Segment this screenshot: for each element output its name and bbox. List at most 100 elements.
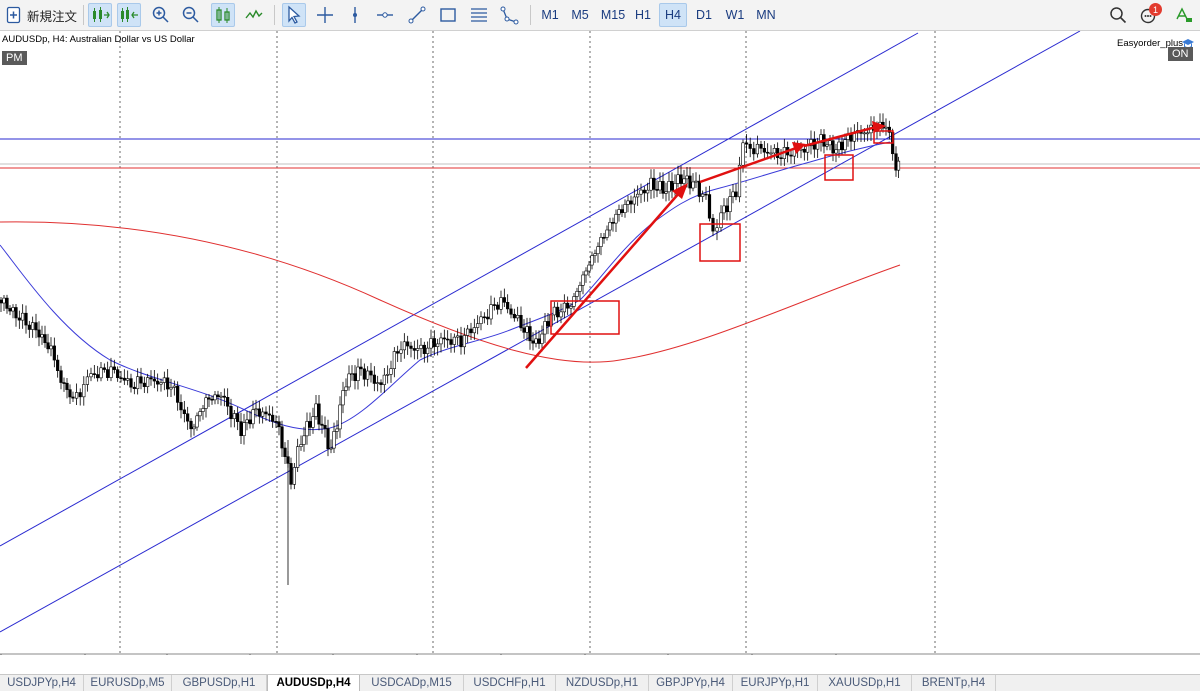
candle-body	[489, 304, 493, 320]
candle-body	[326, 428, 330, 449]
candle-body	[82, 384, 86, 398]
candle-body	[472, 327, 476, 334]
candle-body	[396, 351, 400, 354]
candle-body	[528, 326, 532, 342]
candle-body	[40, 334, 44, 338]
candle-body	[697, 180, 701, 197]
trend-channel[interactable]	[0, 31, 1081, 633]
candle-body	[556, 306, 560, 318]
shapes-button[interactable]	[497, 3, 521, 27]
notifications-button[interactable]	[1136, 3, 1160, 27]
candle-body	[741, 142, 745, 166]
trendline-button[interactable]	[405, 3, 429, 27]
candle-body	[442, 337, 446, 340]
candle-body	[274, 421, 278, 423]
candle-body	[772, 148, 776, 154]
fibonacci-button[interactable]	[467, 3, 491, 27]
annotation-box	[699, 223, 741, 262]
candle-body	[525, 326, 529, 333]
candle-body	[56, 359, 60, 371]
tab-nzdusd-h1[interactable]: NZDUSDp,H1	[556, 675, 649, 691]
candle-body	[469, 328, 473, 334]
timeframe-m15[interactable]: M15	[600, 8, 626, 22]
search-button[interactable]	[1106, 3, 1130, 27]
timeframe-w1[interactable]: W1	[725, 8, 745, 22]
user-annotations[interactable]	[525, 121, 894, 369]
candle-body	[452, 336, 456, 345]
candle-body	[176, 385, 180, 403]
candle-body	[476, 323, 480, 328]
timeframe-h1[interactable]: H1	[635, 8, 651, 22]
line-chart-button[interactable]	[242, 3, 266, 27]
candle-body	[222, 395, 226, 398]
annotation-arrowhead	[872, 121, 886, 133]
candlestick-chart-button[interactable]	[211, 3, 235, 27]
candle-body	[446, 338, 450, 341]
candle-body	[887, 126, 891, 133]
candle-body	[292, 467, 296, 485]
tab-audusd-h4[interactable]: AUDUSDp,H4	[267, 675, 360, 691]
candle-body	[226, 397, 230, 407]
tab-brent-h4[interactable]: BRENTp,H4	[912, 675, 996, 691]
candle-body	[192, 426, 196, 430]
candle-body	[245, 419, 249, 424]
timeframe-m5[interactable]: M5	[571, 8, 589, 22]
zoom-out-button[interactable]	[179, 3, 203, 27]
candle-body	[843, 139, 847, 151]
tab-eurusd-m5[interactable]: EURUSDp,M5	[84, 675, 172, 691]
horizontal-line-button[interactable]	[373, 3, 397, 27]
candle-body	[459, 335, 463, 348]
candle-body	[17, 317, 21, 321]
candle-body	[62, 382, 66, 384]
trading-level-button[interactable]	[1172, 3, 1196, 27]
new-order-button[interactable]: 新規注文	[6, 4, 77, 26]
candle-body	[198, 411, 202, 417]
candle-body	[24, 312, 28, 326]
candle-body	[27, 324, 31, 330]
crosshair-icon	[317, 7, 333, 23]
timeframe-m1[interactable]: M1	[541, 8, 559, 22]
line-chart-icon	[245, 9, 263, 19]
candle-body	[305, 421, 309, 437]
tab-gbpusd-h1[interactable]: GBPUSDp,H1	[172, 675, 267, 691]
candle-body	[722, 205, 726, 214]
candle-body	[540, 333, 544, 344]
timeframe-h4[interactable]: H4	[659, 3, 687, 27]
tab-usdjpy-h4[interactable]: USDJPYp,H4	[0, 675, 84, 691]
candle-body	[831, 140, 835, 154]
candle-body	[179, 402, 183, 411]
candle-body	[502, 297, 506, 303]
candle-body	[537, 338, 541, 344]
candle-body	[186, 413, 190, 422]
price-chart[interactable]: 23 Jul 202425 Jul 20:0030 Jul 12:002 Aug…	[0, 31, 1200, 655]
channel-upper-line	[0, 32, 919, 547]
timeframe-d1[interactable]: D1	[696, 8, 712, 22]
chart-shift-button[interactable]	[88, 3, 112, 27]
rectangle-tool-button[interactable]	[436, 3, 460, 27]
candle-body	[509, 308, 513, 315]
candle-body	[372, 374, 376, 384]
candlestick-series	[0, 113, 901, 585]
tab-usdchf-h1[interactable]: USDCHFp,H1	[464, 675, 556, 691]
candle-body	[412, 348, 416, 351]
candle-body	[366, 370, 370, 380]
candle-body	[5, 297, 9, 309]
timeframe-mn[interactable]: MN	[756, 8, 776, 22]
candle-body	[267, 413, 271, 416]
tab-eurjpy-h1[interactable]: EURJPYp,H1	[733, 675, 818, 691]
tab-usdcad-m15[interactable]: USDCADp,M15	[360, 675, 464, 691]
auto-scroll-button[interactable]	[117, 3, 141, 27]
candle-body	[419, 344, 423, 349]
candle-body	[462, 335, 466, 348]
candle-body	[636, 193, 640, 198]
tab-gbpjpy-h4[interactable]: GBPJPYp,H4	[649, 675, 733, 691]
expert-advisor-status[interactable]: ON	[1168, 47, 1193, 61]
vertical-line-button[interactable]	[343, 3, 367, 27]
candle-body	[14, 307, 18, 319]
zoom-in-button[interactable]	[149, 3, 173, 27]
crosshair-button[interactable]	[313, 3, 337, 27]
candle-body	[102, 367, 106, 370]
candle-body	[277, 421, 281, 428]
tab-xauusd-h1[interactable]: XAUUSDp,H1	[818, 675, 912, 691]
cursor-button[interactable]	[282, 3, 306, 27]
